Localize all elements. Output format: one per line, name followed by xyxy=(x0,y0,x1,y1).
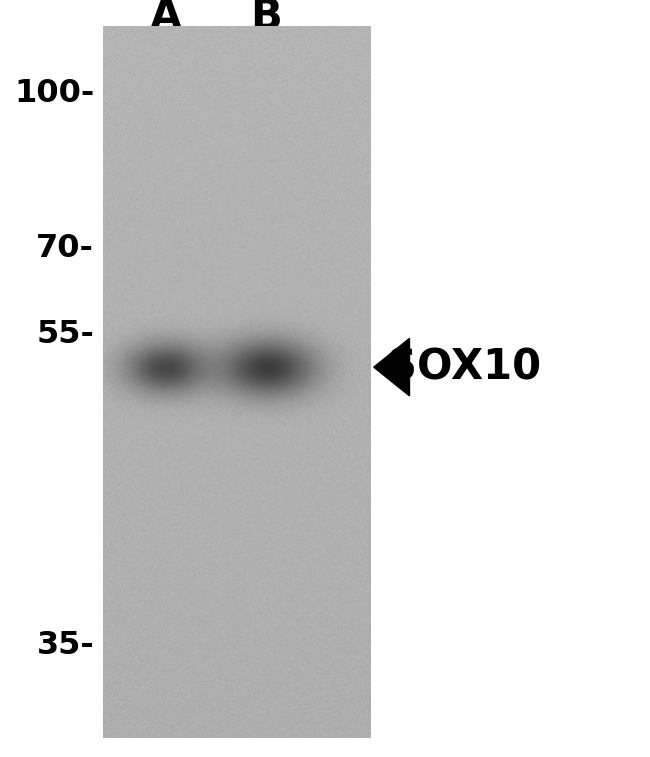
Text: B: B xyxy=(251,0,282,38)
Text: A: A xyxy=(150,0,182,38)
Text: 35-: 35- xyxy=(36,631,94,661)
Text: SOX10: SOX10 xyxy=(387,346,541,388)
Text: 70-: 70- xyxy=(36,233,94,263)
Text: 55-: 55- xyxy=(36,319,94,350)
Text: 100-: 100- xyxy=(14,78,94,108)
Polygon shape xyxy=(374,338,410,396)
